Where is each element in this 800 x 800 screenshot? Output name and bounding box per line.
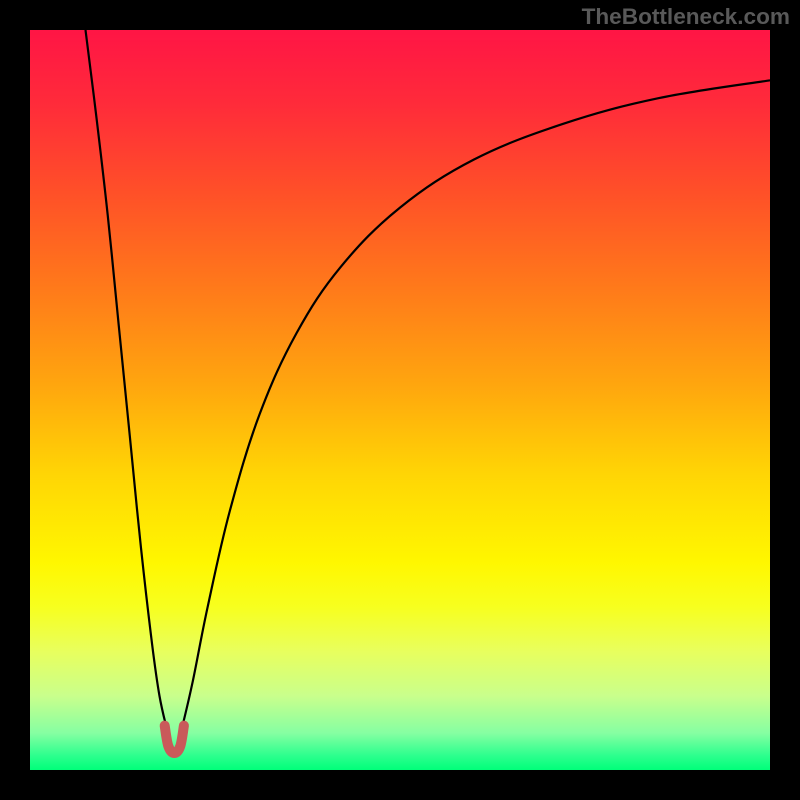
watermark-text: TheBottleneck.com	[582, 4, 790, 30]
plot-background	[30, 30, 770, 770]
chart-root: { "watermark": { "text": "TheBottleneck.…	[0, 0, 800, 800]
bottleneck-chart	[0, 0, 800, 800]
